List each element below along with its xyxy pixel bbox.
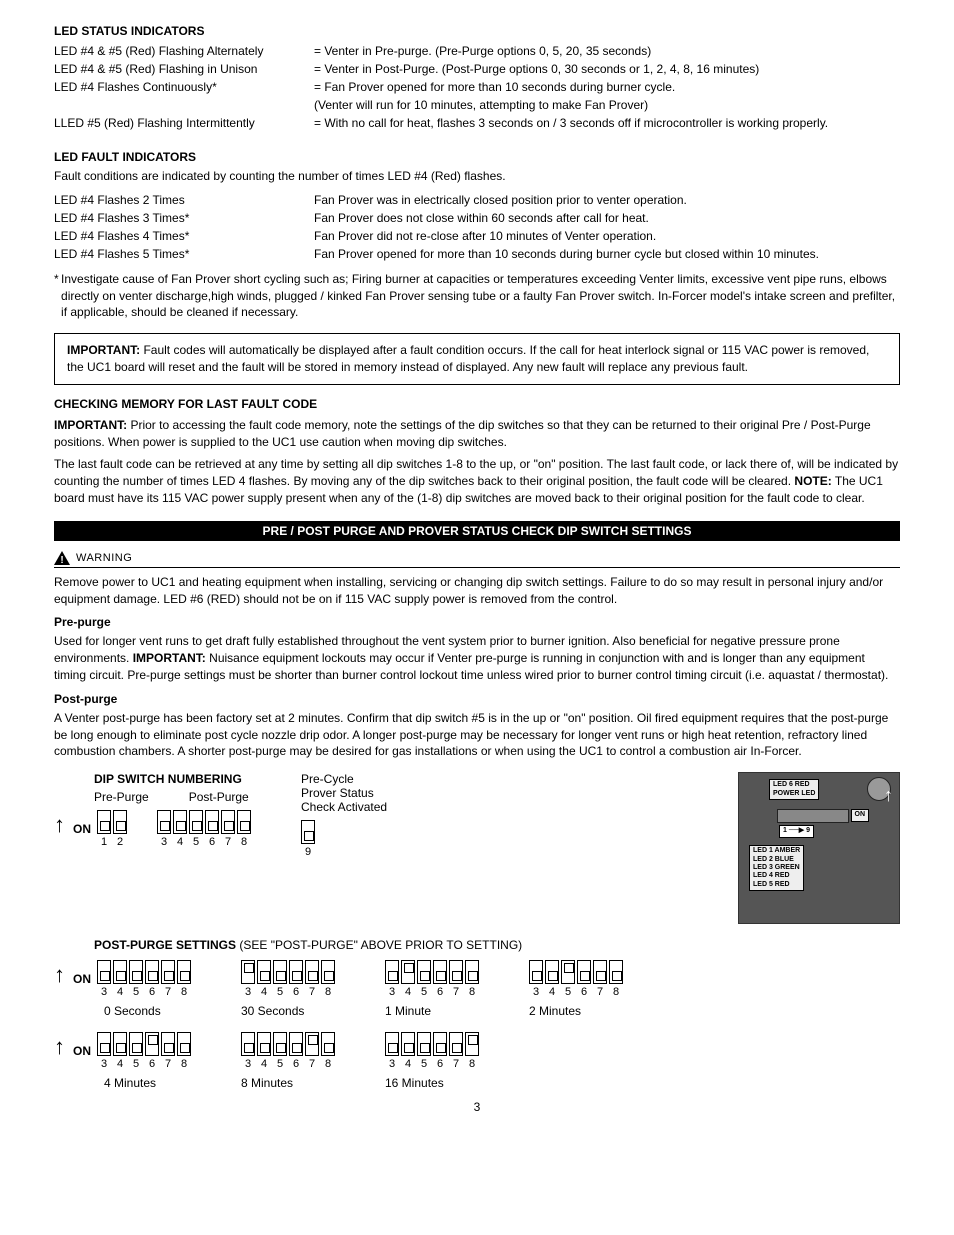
document-page: LED STATUS INDICATORS LED #4 & #5 (Red) … — [0, 0, 954, 1134]
important-box: IMPORTANT: Fault codes will automaticall… — [54, 333, 900, 385]
pcb-photo: LED 6 REDPOWER LED ON 1 ──▶ 9 LED 1 AMBE… — [738, 772, 900, 924]
on-label: ON — [67, 822, 91, 848]
precycle-block: Pre-Cycle Prover Status Check Activated … — [301, 772, 387, 858]
dip-switches-prepurge: 12 — [97, 810, 127, 848]
warning-row: ! WARNING — [54, 551, 900, 568]
heading-postpurge: Post-purge — [54, 692, 900, 706]
precycle-line3: Check Activated — [301, 800, 387, 814]
memory-note-label: NOTE: — [794, 474, 831, 488]
warning-icon: ! — [54, 551, 70, 565]
postpurge-settings-title: POST-PURGE SETTINGS (SEE "POST-PURGE" AB… — [94, 938, 900, 952]
page-number: 3 — [54, 1100, 900, 1114]
photo-label-led6: LED 6 REDPOWER LED — [769, 779, 819, 800]
photo-arrow-icon: ↑ — [884, 785, 893, 806]
postpurge-settings-grid: ↑ON3456780 Seconds34567830 Seconds345678… — [54, 960, 900, 1090]
precycle-line2: Prover Status — [301, 786, 387, 800]
heading-checking-memory: CHECKING MEMORY FOR LAST FAULT CODE — [54, 397, 900, 411]
postpurge-settings-title-b: (SEE "POST-PURGE" ABOVE PRIOR TO SETTING… — [236, 938, 522, 952]
prepurge-column-label: Pre-Purge — [94, 790, 149, 804]
memory-para-2: The last fault code can be retrieved at … — [54, 456, 900, 506]
prepurge-para: Used for longer vent runs to get draft f… — [54, 633, 900, 683]
important-label: IMPORTANT: — [67, 343, 140, 357]
heading-led-status: LED STATUS INDICATORS — [54, 24, 900, 38]
asterisk-note-text: Investigate cause of Fan Prover short cy… — [61, 271, 900, 321]
postpurge-para: A Venter post-purge has been factory set… — [54, 710, 900, 760]
led-fault-intro: Fault conditions are indicated by counti… — [54, 168, 900, 185]
heading-led-fault: LED FAULT INDICATORS — [54, 150, 900, 164]
prepurge-important-label: IMPORTANT: — [133, 651, 206, 665]
dip-switch-precycle: 9 — [301, 820, 387, 858]
section-bar-dip-settings: PRE / POST PURGE AND PROVER STATUS CHECK… — [54, 521, 900, 541]
postpurge-column-label: Post-Purge — [189, 790, 249, 804]
dip-numbering-title: DIP SWITCH NUMBERING — [94, 772, 251, 786]
asterisk-note: * Investigate cause of Fan Prover short … — [54, 271, 900, 321]
warning-text: Remove power to UC1 and heating equipmen… — [54, 574, 900, 608]
precycle-line1: Pre-Cycle — [301, 772, 387, 786]
memory-important-text: Prior to accessing the fault code memory… — [54, 418, 871, 449]
important-text: Fault codes will automatically be displa… — [67, 343, 869, 374]
dip-numbering-block: DIP SWITCH NUMBERING Pre-Purge Post-Purg… — [54, 772, 251, 854]
photo-label-on: ON — [851, 809, 870, 821]
photo-label-ledlist: LED 1 AMBERLED 2 BLUELED 3 GREENLED 4 RE… — [749, 845, 804, 891]
warning-label: WARNING — [76, 552, 132, 564]
led-fault-table: LED #4 Flashes 2 TimesFan Prover was in … — [54, 191, 900, 263]
memory-important-para: IMPORTANT: Prior to accessing the fault … — [54, 417, 900, 451]
photo-label-range: 1 ──▶ 9 — [779, 825, 814, 837]
memory-para-2a: The last fault code can be retrieved at … — [54, 457, 898, 488]
heading-prepurge: Pre-purge — [54, 615, 900, 629]
svg-text:!: ! — [60, 555, 63, 565]
led-status-table: LED #4 & #5 (Red) Flashing Alternately= … — [54, 42, 900, 132]
postpurge-settings-title-a: POST-PURGE SETTINGS — [94, 938, 236, 952]
dip-switches-postpurge: 345678 — [157, 810, 251, 848]
arrow-up-icon: ↑ — [54, 814, 65, 848]
memory-important-label: IMPORTANT: — [54, 418, 127, 432]
